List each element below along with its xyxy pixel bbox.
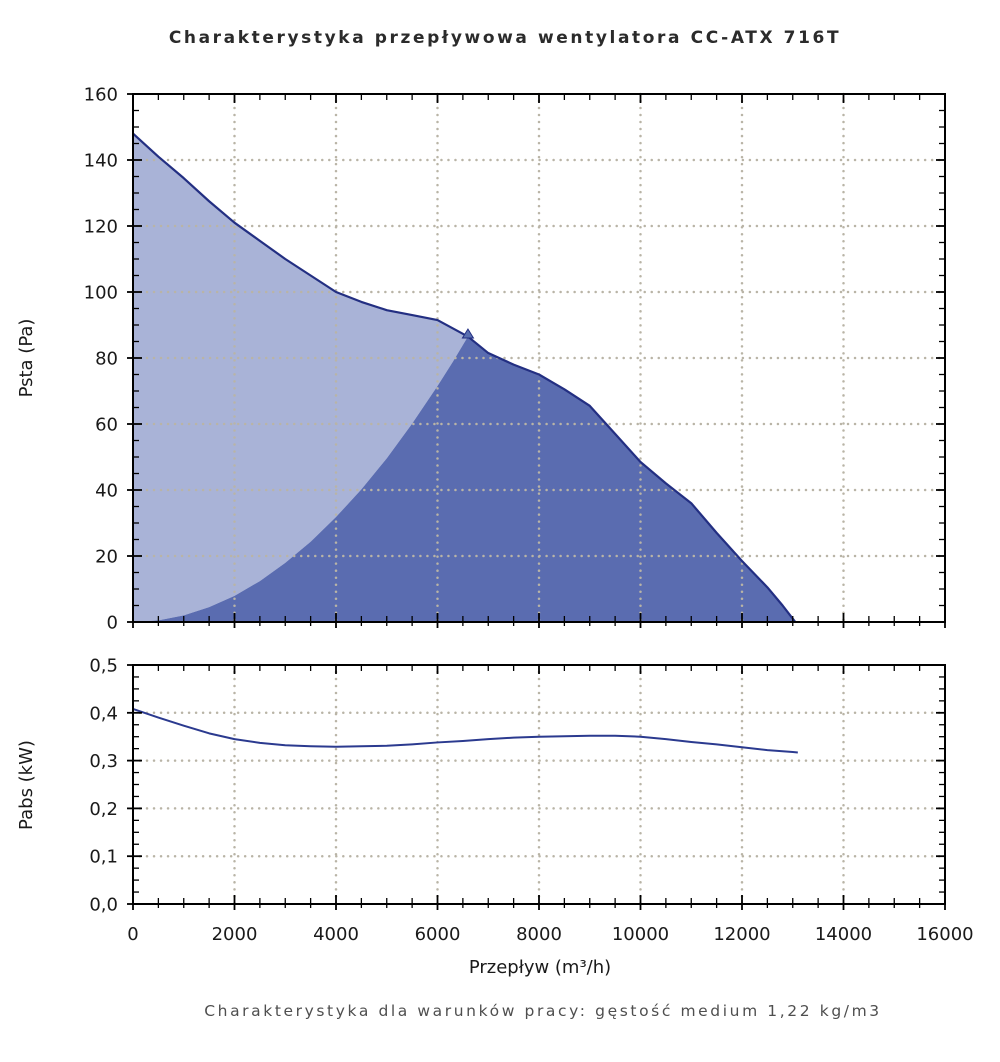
ytick-labels: 0 20 40 60 80 100 120 140 160: [84, 85, 118, 634]
gridlines: [131, 663, 947, 906]
ytick-label: 0,0: [89, 895, 118, 916]
ytick-label: 0,1: [89, 847, 118, 868]
pabs-axis-label: Pabs (kW): [16, 740, 37, 830]
ytick-label: 0,2: [89, 799, 118, 820]
operating-region-dark: [133, 336, 796, 622]
plot-frame: [132, 93, 946, 623]
chart-caption: Charakterystyka dla warunków pracy: gęst…: [204, 1002, 882, 1020]
fan-pressure-curve: [132, 132, 797, 623]
ytick-label: 0,5: [89, 656, 118, 677]
ytick-label: 140: [84, 151, 118, 172]
xtick-label: 14000: [815, 924, 872, 945]
ytick-label: 60: [95, 415, 118, 436]
xtick-label: 12000: [713, 924, 770, 945]
psta-plot: 0 20 40 60 80 100 120 140 160: [84, 85, 947, 634]
psta-axis-label: Psta (Pa): [16, 319, 37, 398]
operating-region-light: [133, 133, 468, 622]
xtick-label: 6000: [415, 924, 461, 945]
ytick-label: 80: [95, 349, 118, 370]
pabs-plot: 0,0 0,1 0,2 0,3 0,4 0,5 0 2000 4000 6000 8000 10000…: [89, 656, 973, 946]
ytick-label: 0,4: [89, 703, 118, 724]
xtick-label: 2000: [212, 924, 258, 945]
ytick-label: 100: [84, 283, 118, 304]
ytick-label: 40: [95, 481, 118, 502]
gridlines: [131, 92, 947, 624]
ytick-label: 20: [95, 547, 118, 568]
xtick-labels: 0 2000 4000 6000 8000 10000 12000 14000 16000: [127, 924, 973, 945]
ytick-labels: 0,0 0,1 0,2 0,3 0,4 0,5: [89, 656, 118, 916]
ytick-label: 120: [84, 217, 118, 238]
xtick-label: 4000: [313, 924, 359, 945]
xtick-label: 0: [127, 924, 138, 945]
x-axis-label: Przepływ (m³/h): [469, 957, 611, 978]
xtick-label: 16000: [916, 924, 973, 945]
plot-frame: [132, 664, 946, 905]
axis-ticks: [127, 664, 946, 910]
xtick-label: 10000: [612, 924, 669, 945]
xtick-label: 8000: [516, 924, 562, 945]
ytick-label: 160: [84, 85, 118, 106]
operating-point-marker: [461, 328, 475, 339]
ytick-label: 0,3: [89, 751, 118, 772]
chart-title: Charakterystyka przepływowa wentylatora …: [169, 28, 841, 48]
ytick-label: 0: [107, 613, 118, 634]
power-curve: [132, 708, 798, 754]
